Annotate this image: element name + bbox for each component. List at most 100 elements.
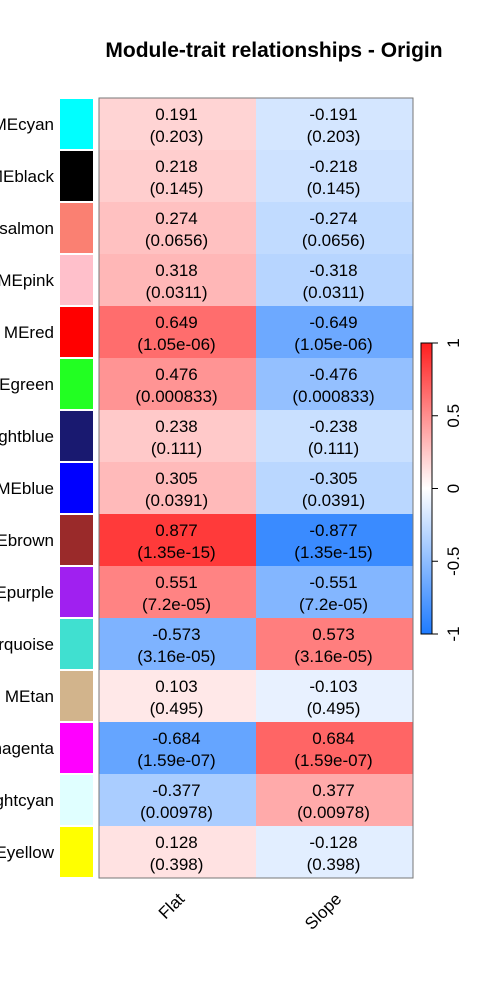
legend-color-bar (420, 342, 433, 635)
cell-pvalue-label: (0.0391) (302, 491, 365, 510)
row-label: MEpurple (0, 583, 54, 602)
cell-correlation-label: -0.128 (309, 833, 357, 852)
heatmap-cell (256, 358, 413, 410)
module-color-swatch (60, 723, 93, 773)
cell-correlation-label: -0.551 (309, 573, 357, 592)
legend-tick-label: 1 (444, 338, 463, 347)
row-label: MEblack (0, 167, 54, 186)
cell-pvalue-label: (0.000833) (135, 387, 217, 406)
heatmap-row: MEbrown 0.877 (1.35e-15) -0.877 (1.35e-15) (0, 514, 413, 566)
heatmap-row: MEpurple 0.551 (7.2e-05) -0.551 (7.2e-05) (0, 566, 413, 618)
cell-correlation-label: -0.274 (309, 209, 357, 228)
cell-correlation-label: 0.274 (155, 209, 198, 228)
heatmap-cell (256, 618, 413, 670)
module-color-swatch (60, 463, 93, 513)
row-label: MEblue (0, 479, 54, 498)
heatmap-row: MEblack 0.218 (0.145) -0.218 (0.145) (0, 150, 413, 202)
heatmap-cell (99, 306, 256, 358)
cell-correlation-label: -0.573 (152, 625, 200, 644)
module-color-swatch (60, 151, 93, 201)
module-color-swatch (60, 255, 93, 305)
cell-pvalue-label: (3.16e-05) (294, 647, 372, 666)
cell-pvalue-label: (0.0391) (145, 491, 208, 510)
cell-correlation-label: -0.877 (309, 521, 357, 540)
heatmap-cell (256, 670, 413, 722)
cell-pvalue-label: (1.59e-07) (137, 751, 215, 770)
cell-correlation-label: 0.191 (155, 105, 198, 124)
row-label: MEmidnightblue (0, 427, 54, 446)
cell-correlation-label: 0.238 (155, 417, 198, 436)
heatmap-cell (256, 150, 413, 202)
legend-tick-label: 0 (444, 484, 463, 493)
cell-correlation-label: -0.218 (309, 157, 357, 176)
cell-pvalue-label: (7.2e-05) (299, 595, 368, 614)
cell-correlation-label: -0.238 (309, 417, 357, 436)
legend-tick-label: -0.5 (444, 547, 463, 576)
cell-correlation-label: -0.377 (152, 781, 200, 800)
heatmap-cell (256, 462, 413, 514)
cell-pvalue-label: (1.35e-15) (137, 543, 215, 562)
heatmap-cell (99, 150, 256, 202)
heatmap-cell (256, 566, 413, 618)
row-label: MEred (4, 323, 54, 342)
cell-pvalue-label: (1.05e-06) (294, 335, 372, 354)
heatmap-cell (99, 254, 256, 306)
module-color-swatch (60, 775, 93, 825)
heatmap-cell (99, 826, 256, 878)
cell-correlation-label: -0.476 (309, 365, 357, 384)
cell-pvalue-label: (1.59e-07) (294, 751, 372, 770)
heatmap-row: MEmidnightblue 0.238 (0.111) -0.238 (0.111) (0, 410, 413, 462)
legend-tick-label: 0.5 (444, 404, 463, 428)
cell-pvalue-label: (3.16e-05) (137, 647, 215, 666)
module-color-swatch (60, 359, 93, 409)
cell-pvalue-label: (0.0311) (302, 283, 364, 302)
cell-correlation-label: 0.305 (155, 469, 198, 488)
row-label: MElightcyan (0, 791, 54, 810)
row-label: MEyellow (0, 843, 55, 862)
heatmap-cell (256, 254, 413, 306)
heatmap-row: MEred 0.649 (1.05e-06) -0.649 (1.05e-06) (4, 306, 413, 358)
module-color-swatch (60, 99, 93, 149)
heatmap-cell (99, 410, 256, 462)
module-color-swatch (60, 515, 93, 565)
heatmap-rows: MEcyan 0.191 (0.203) -0.191 (0.203) MEblack 0.… (0, 98, 413, 878)
heatmap-cell (99, 358, 256, 410)
cell-correlation-label: -0.649 (309, 313, 357, 332)
cell-pvalue-label: (1.05e-06) (137, 335, 215, 354)
column-label: Slope (301, 889, 345, 933)
cell-pvalue-label: (0.0311) (145, 283, 207, 302)
heatmap-cell (99, 566, 256, 618)
module-color-swatch (60, 567, 93, 617)
heatmap-cell (99, 514, 256, 566)
cell-pvalue-label: (0.203) (307, 127, 361, 146)
cell-pvalue-label: (1.35e-15) (294, 543, 372, 562)
row-label: MEturquoise (0, 635, 54, 654)
cell-pvalue-label: (0.145) (307, 179, 361, 198)
cell-correlation-label: 0.684 (312, 729, 355, 748)
module-color-swatch (60, 827, 93, 877)
color-legend: -1 -0.5 0 0.5 1 (420, 338, 463, 642)
heatmap-cell (99, 98, 256, 150)
heatmap-row: MEgreen 0.476 (0.000833) -0.476 (0.000833) (0, 358, 413, 410)
row-label: MEcyan (0, 115, 54, 134)
row-label: MEbrown (0, 531, 54, 550)
heatmap-cell (99, 462, 256, 514)
heatmap-row: MEturquoise -0.573 (3.16e-05) 0.573 (3.16e-0… (0, 618, 413, 670)
heatmap-cell (256, 722, 413, 774)
column-labels: Flat Slope (155, 889, 345, 933)
cell-pvalue-label: (0.495) (150, 699, 204, 718)
cell-pvalue-label: (0.0656) (145, 231, 208, 250)
column-label: Flat (155, 889, 189, 923)
module-color-swatch (60, 411, 93, 461)
heatmap-cell (256, 774, 413, 826)
module-color-swatch (60, 619, 93, 669)
legend-tick-label: -1 (444, 626, 463, 641)
cell-correlation-label: -0.103 (309, 677, 357, 696)
heatmap-cell (99, 618, 256, 670)
heatmap-cell (99, 774, 256, 826)
module-color-swatch (60, 307, 93, 357)
heatmap-border (98, 97, 414, 879)
cell-correlation-label: 0.103 (155, 677, 198, 696)
cell-correlation-label: 0.551 (155, 573, 198, 592)
